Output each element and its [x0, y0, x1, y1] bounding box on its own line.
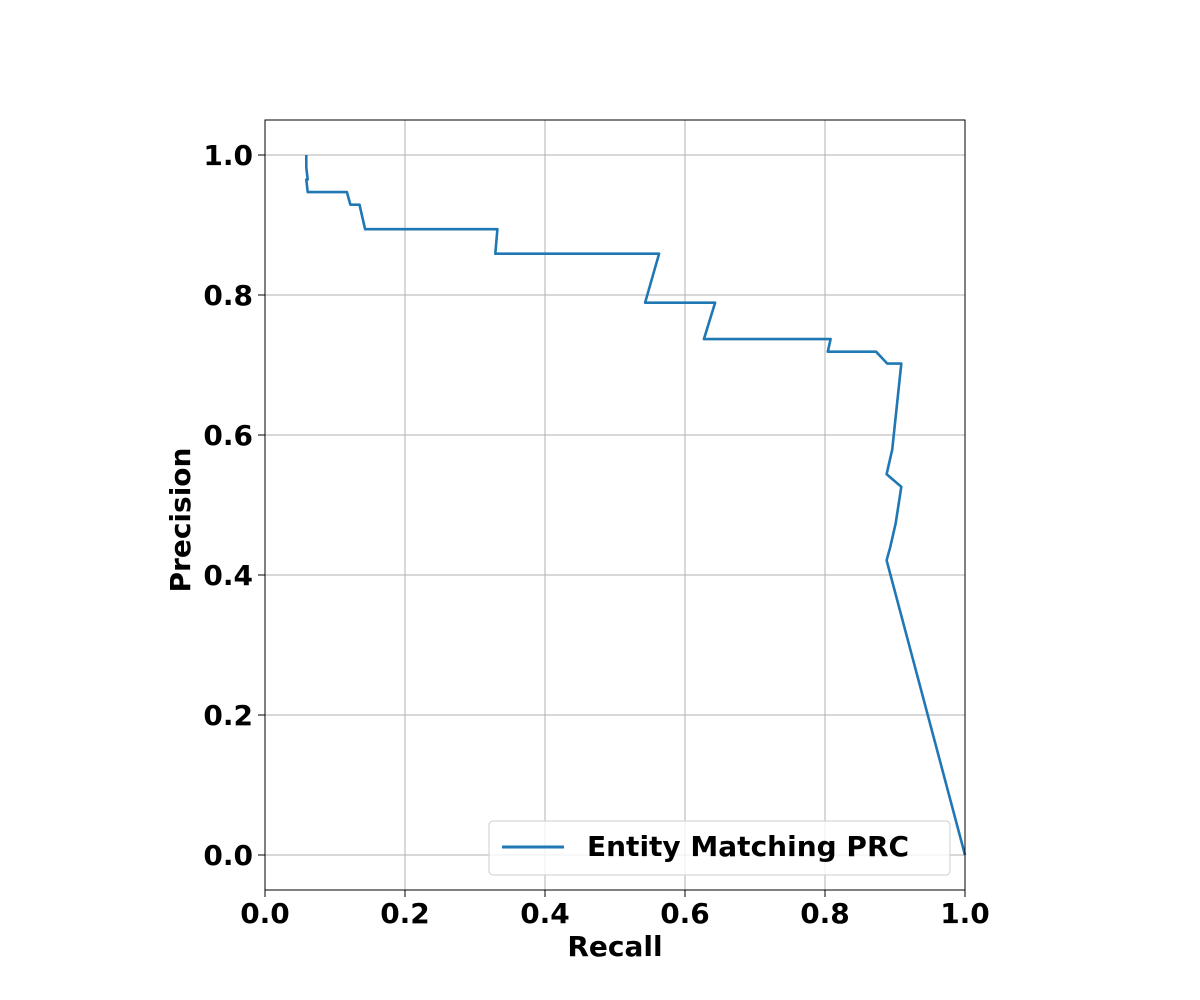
- y-tick-label: 0.6: [203, 419, 253, 452]
- y-tick-label: 0.0: [203, 839, 253, 872]
- series-line-entity-matching-prc: [304, 155, 967, 856]
- legend-box: [488, 820, 951, 876]
- plot-frame: [264, 119, 966, 891]
- x-axis-label: Recall: [567, 930, 662, 963]
- y-axis-label: Precision: [164, 448, 197, 593]
- x-tick-label: 0.4: [520, 897, 570, 930]
- legend: Entity Matching PRC: [488, 820, 951, 876]
- y-tick-label: 0.4: [203, 559, 253, 592]
- legend-label: Entity Matching PRC: [587, 830, 909, 863]
- x-tick-label: 0.2: [380, 897, 430, 930]
- axis-ticks: 0.0 0.2 0.4 0.6 0.8 1.0 0.0 0.2 0.4 0.6 0.8 1.0: [203, 139, 989, 930]
- x-tick-label: 0.8: [800, 897, 850, 930]
- y-tick-label: 0.2: [203, 699, 253, 732]
- x-tick-label: 0.0: [240, 897, 290, 930]
- y-tick-label: 0.8: [203, 279, 253, 312]
- series-lines: [304, 155, 967, 856]
- x-tick-label: 1.0: [940, 897, 990, 930]
- grid: [264, 120, 966, 890]
- x-tick-label: 0.6: [660, 897, 710, 930]
- y-tick-label: 1.0: [203, 139, 253, 172]
